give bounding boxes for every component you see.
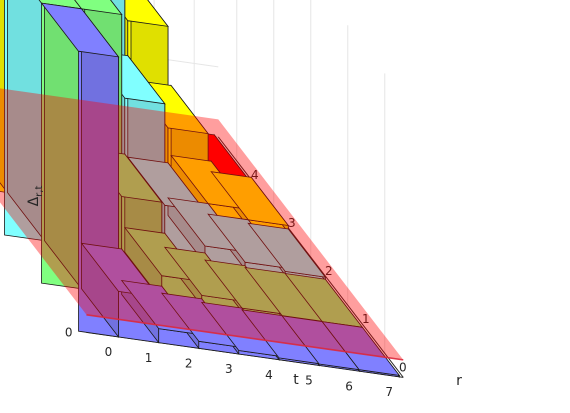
bar-top: [247, 222, 327, 278]
z-axis-label: Δr,t: [26, 186, 45, 207]
z-axis-label-group: Δr,t: [26, 186, 45, 207]
bar-top: [204, 259, 284, 315]
y-tick-label: 3: [288, 216, 296, 230]
z-axis-label-main: Δ: [26, 196, 42, 206]
bar-top: [207, 213, 287, 269]
y-tick-label: 4: [251, 168, 259, 182]
bar-top: [167, 197, 247, 253]
bar-top: [210, 171, 290, 227]
y-axis-label: r: [456, 373, 462, 389]
bars: [0, 0, 401, 378]
bar-top: [40, 2, 120, 58]
plane-edge: [86, 314, 404, 361]
x-tick-label: 6: [345, 379, 353, 393]
y-tick-label: 1: [362, 312, 370, 326]
x-tick-label: 1: [145, 351, 153, 365]
x-tick-label: 7: [385, 385, 393, 399]
bar-top: [321, 321, 401, 376]
x-tick-label: 5: [305, 374, 313, 388]
bar-top: [163, 246, 243, 302]
x-tick-label: 2: [185, 356, 193, 370]
y-tick-label: 2: [325, 264, 333, 278]
threshold-plane: [0, 88, 404, 361]
bar-top: [120, 279, 200, 335]
bar-top: [170, 154, 250, 210]
x-axis-label: t: [293, 372, 299, 388]
bar-r2-t0: [4, 0, 45, 242]
plane-surface: [0, 88, 404, 360]
z-tick-label: 0: [65, 325, 73, 339]
bar-top: [200, 301, 280, 357]
bar-r1-t0: [38, 0, 83, 290]
bar-r0-t7: [321, 321, 401, 378]
x-tick-label: 3: [225, 362, 233, 376]
z-axis-label-sub: r,t: [34, 186, 45, 197]
x-tick-label: 4: [265, 368, 273, 382]
bar-top: [74, 0, 123, 16]
x-tick-label: 0: [105, 345, 113, 359]
y-tick-label: 0: [399, 360, 407, 374]
bar-top: [111, 0, 169, 27]
